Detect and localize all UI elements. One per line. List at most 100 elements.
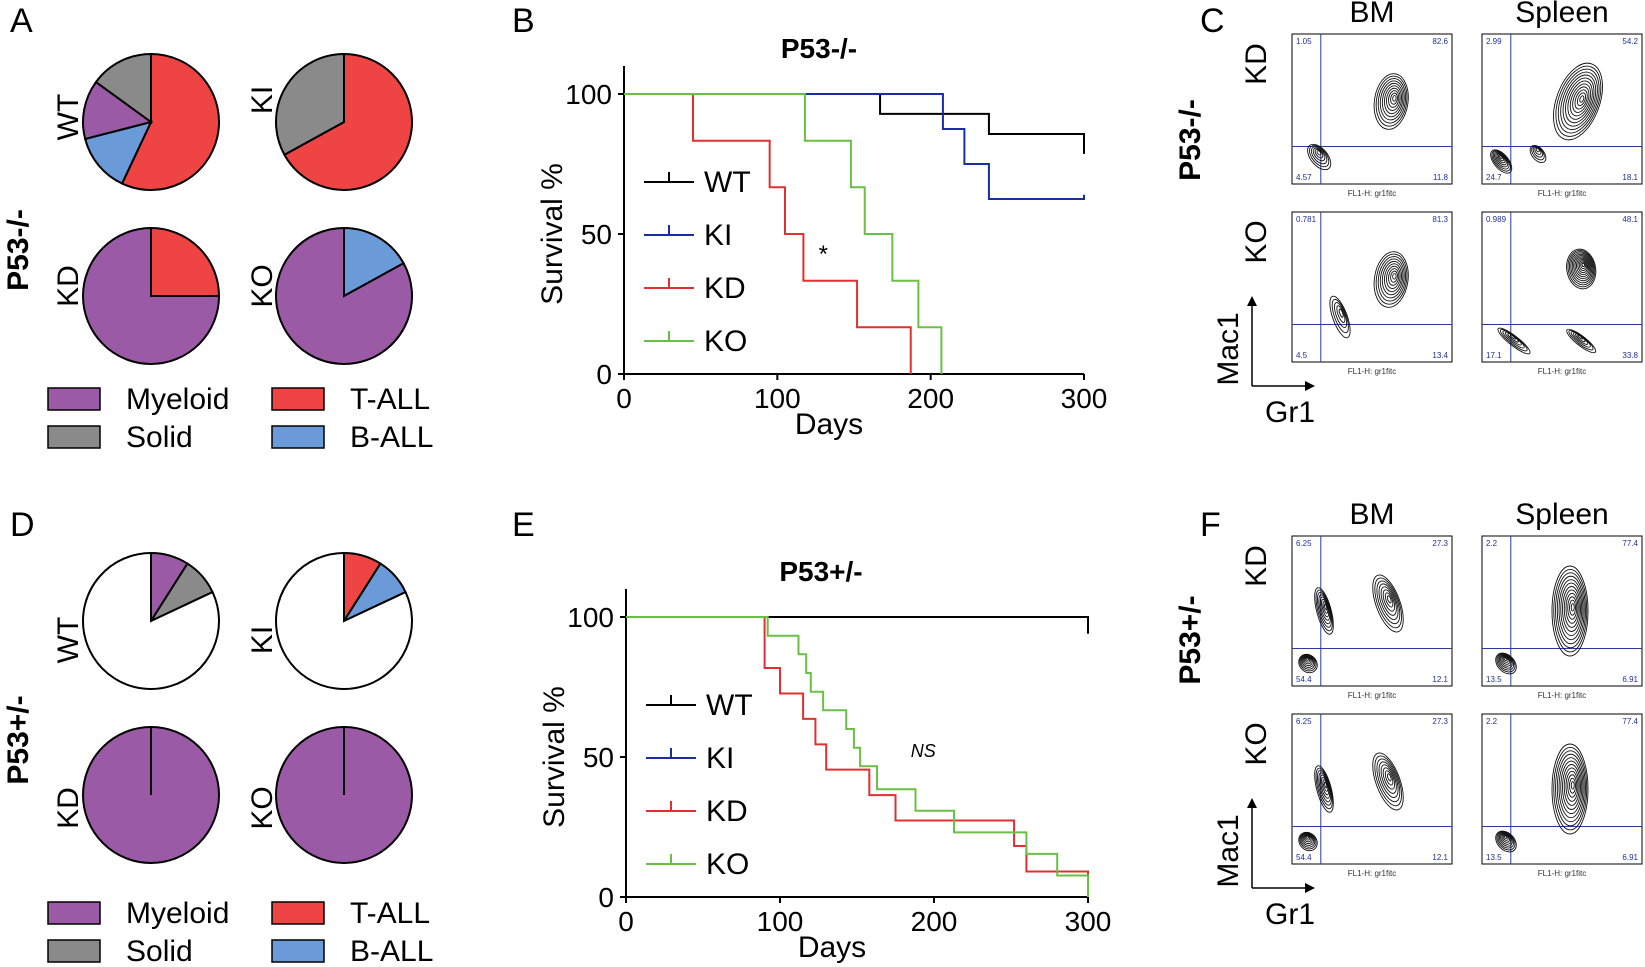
e-y-tick-0: 0 — [598, 882, 614, 913]
f-x-axis-text-kd-bm: FL1-H: gr1fitc — [1348, 691, 1396, 700]
b-y-label: Survival % — [536, 163, 569, 305]
e-legend-label-ko: KO — [706, 848, 749, 881]
e-legend-label-kd: KD — [706, 795, 748, 828]
legend-label-t-all: T-ALL — [350, 897, 430, 930]
a-slice-ki-solid — [275, 52, 345, 157]
f-row-label-kd: KD — [1240, 545, 1273, 587]
pie-label-a-kd: KD — [52, 265, 85, 307]
f-plot-frame-kd-bm — [1291, 535, 1453, 687]
panel-letter-c: C — [1200, 2, 1225, 40]
c-quadrant-value-kd-spleen-0: 2.99 — [1486, 37, 1502, 46]
f-quadrant-value-kd-spleen-2: 13.5 — [1486, 675, 1502, 684]
a-pie-kd — [82, 226, 221, 365]
c-plot-frame-kd-bm — [1291, 33, 1453, 185]
e-legend-label-wt: WT — [706, 689, 753, 722]
f-column-header-bm: BM — [1350, 498, 1395, 531]
b-legend-label-kd: KD — [704, 272, 746, 305]
f-quadrant-value-ko-bm-2: 54.4 — [1296, 853, 1312, 862]
c-contour-ko-bm-0 — [1373, 251, 1409, 308]
c-mac1-arrowhead — [1247, 296, 1257, 306]
b-x-tick-0: 0 — [616, 383, 632, 414]
c-quadrant-value-kd-bm-2: 4.57 — [1296, 173, 1312, 182]
pie-label-d-kd: KD — [52, 787, 85, 829]
f-mac1-label: Mac1 — [1212, 814, 1245, 887]
f-quadrant-value-ko-bm-1: 27.3 — [1432, 717, 1448, 726]
e-x-label: Days — [798, 931, 866, 964]
f-contour-ko-spleen-1 — [1495, 830, 1517, 853]
flow-panel-c: BM Spleen KD 1.05 82.6 4.57 11.8 FL1-H: gr1fitc… — [1212, 0, 1643, 429]
c-mac1-label: Mac1 — [1212, 312, 1245, 385]
c-plot-ko-spleen: 0.989 48.1 17.1 33.8 FL1-H: gr1fitc — [1481, 211, 1643, 376]
legend-label-solid: Solid — [126, 935, 193, 967]
c-quadrant-value-kd-spleen-3: 18.1 — [1622, 173, 1638, 182]
a-slice-wt-t-all — [120, 52, 220, 191]
row-label-p53-null-a: P53-/- — [2, 209, 35, 291]
b-annotation: * — [819, 241, 828, 268]
legend-swatch-solid — [47, 425, 101, 449]
b-legend-label-wt: WT — [704, 166, 751, 199]
row-label-p53-null-c: P53-/- — [1174, 99, 1207, 181]
b-x-tick-100: 100 — [754, 383, 801, 414]
a-slice-ko-b-all — [343, 226, 405, 298]
e-x-tick-100: 100 — [757, 906, 804, 937]
a-slice-ko-myeloid — [275, 226, 413, 365]
pie-charts-a — [82, 52, 413, 365]
c-quadrant-value-ko-bm-1: 81.3 — [1432, 215, 1448, 224]
f-quadrant-value-kd-spleen-3: 6.91 — [1622, 675, 1638, 684]
panel-letter-b: B — [512, 2, 535, 40]
c-quadrant-value-kd-bm-3: 11.8 — [1433, 173, 1449, 182]
b-y-tick-50: 50 — [581, 219, 612, 250]
b-series-line-ki — [624, 93, 1085, 200]
f-contour-ko-spleen-0 — [1551, 743, 1589, 835]
f-contour-ko-bm-0 — [1314, 765, 1334, 813]
legend-swatch-t-all — [271, 901, 325, 925]
e-series-line-kd — [626, 616, 1089, 897]
f-x-axis-text-kd-spleen: FL1-H: gr1fitc — [1538, 691, 1586, 700]
pie-label-d-wt: WT — [52, 617, 85, 664]
f-quadrant-value-kd-bm-1: 27.3 — [1432, 539, 1448, 548]
c-contour-kd-bm-1 — [1307, 143, 1332, 171]
row-label-p53-het-f: P53+/- — [1174, 595, 1207, 684]
c-quadrant-value-ko-spleen-3: 33.8 — [1622, 351, 1638, 360]
legend-swatch-solid — [47, 939, 101, 963]
c-quadrant-value-ko-bm-2: 4.5 — [1296, 351, 1308, 360]
f-gr1-label: Gr1 — [1265, 898, 1315, 931]
legend-swatch-myeloid — [47, 387, 101, 411]
c-column-header-bm: BM — [1350, 0, 1395, 29]
e-x-tick-300: 300 — [1065, 906, 1112, 937]
pie-label-d-ki: KI — [246, 626, 279, 654]
c-x-axis-text-kd-bm: FL1-H: gr1fitc — [1348, 189, 1396, 198]
c-x-axis-text-ko-spleen: FL1-H: gr1fitc — [1538, 367, 1586, 376]
panel-letter-d: D — [10, 506, 35, 544]
e-series-line-wt — [626, 616, 1089, 634]
c-contour-kd-spleen-1 — [1490, 149, 1513, 174]
d-pie-kd — [82, 726, 220, 864]
panel-letter-a: A — [10, 2, 33, 40]
a-pie-ko — [275, 226, 413, 365]
e-legend-label-ki: KI — [706, 742, 734, 775]
f-plot-ko-spleen: 2.2 77.4 13.5 6.91 FL1-H: gr1fitc — [1481, 713, 1643, 878]
c-quadrant-value-kd-spleen-2: 24.7 — [1486, 173, 1502, 182]
c-contour-ko-bm-1 — [1329, 295, 1351, 339]
pie-label-d-ko: KO — [246, 786, 279, 829]
c-quadrant-value-ko-spleen-1: 48.1 — [1622, 215, 1638, 224]
b-y-tick-0: 0 — [596, 359, 612, 390]
a-slice-ki-t-all — [283, 52, 413, 191]
b-x-tick-200: 200 — [907, 383, 954, 414]
b-series-line-ko — [624, 93, 943, 374]
pie-label-a-wt: WT — [52, 94, 85, 141]
legend-label-myeloid: Myeloid — [126, 897, 229, 930]
d-slice-wt-none — [82, 551, 220, 690]
c-plot-kd-bm: 1.05 82.6 4.57 11.8 FL1-H: gr1fitc — [1291, 33, 1453, 198]
c-row-label-kd: KD — [1240, 43, 1273, 85]
a-slice-wt-myeloid — [82, 80, 154, 141]
pie-label-a-ki: KI — [246, 86, 279, 114]
legend-swatch-b-all — [271, 425, 325, 449]
f-quadrant-value-ko-bm-0: 6.25 — [1296, 717, 1312, 726]
panel-letter-f: F — [1200, 506, 1221, 544]
c-plot-frame-ko-spleen — [1481, 211, 1643, 363]
f-plot-kd-spleen: 2.2 77.4 13.5 6.91 FL1-H: gr1fitc — [1481, 535, 1643, 700]
c-contour-kd-bm-0 — [1373, 73, 1409, 130]
